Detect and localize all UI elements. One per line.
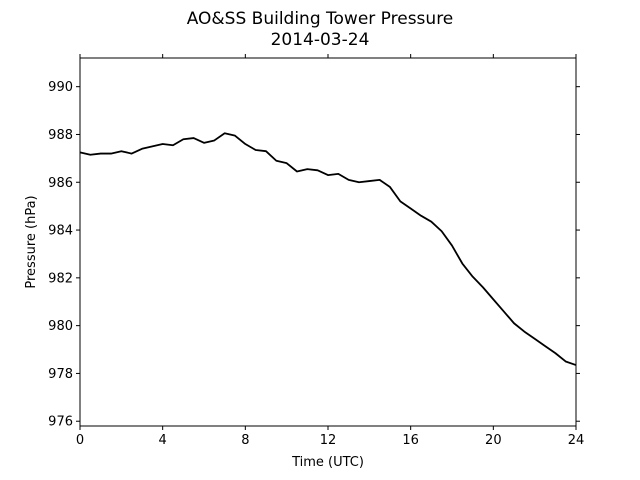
chart-title: AO&SS Building Tower Pressure [187, 9, 454, 29]
y-tick-label: 976 [48, 415, 73, 430]
x-tick-label: 4 [159, 433, 167, 448]
y-axis-label: Pressure (hPa) [24, 195, 39, 288]
x-tick-label: 16 [402, 433, 419, 448]
y-tick-label: 986 [48, 176, 73, 191]
plot-frame [79, 57, 577, 427]
y-tick-label: 988 [48, 128, 73, 143]
x-axis-label: Time (UTC) [291, 455, 364, 470]
x-tick-label: 24 [568, 433, 585, 448]
y-axis: 976 978 980 982 984 986 988 990 [48, 80, 580, 430]
x-tick-label: 12 [320, 433, 337, 448]
chart-subtitle: 2014-03-24 [271, 30, 370, 50]
y-tick-label: 984 [48, 224, 73, 239]
x-tick-label: 20 [485, 433, 502, 448]
x-axis: 0 4 8 12 16 20 24 [76, 54, 584, 448]
x-tick-label: 0 [76, 433, 84, 448]
y-tick-label: 990 [48, 80, 73, 95]
y-tick-label: 980 [48, 319, 73, 334]
x-tick-label: 8 [241, 433, 249, 448]
y-tick-label: 982 [48, 271, 73, 286]
pressure-series-line [79, 132, 577, 366]
y-tick-label: 978 [48, 367, 73, 382]
